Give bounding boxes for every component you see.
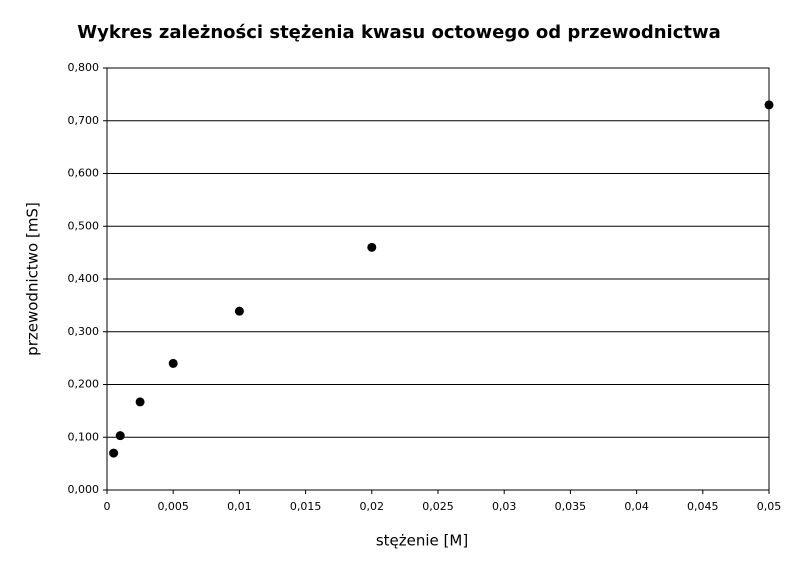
- point: [135, 397, 145, 407]
- y-tick-label: 0,200: [68, 378, 100, 391]
- y-tick-label: 0,800: [68, 61, 100, 74]
- x-tick-label: 0,015: [290, 500, 322, 513]
- y-tick-label: 0,300: [68, 325, 100, 338]
- x-tick-label: 0,005: [157, 500, 189, 513]
- x-tick-label: 0: [104, 500, 111, 513]
- y-tick-label: 0,600: [68, 167, 100, 180]
- y-tick-label: 0,000: [68, 483, 100, 496]
- y-axis-label: przewodnictwo [mS]: [24, 202, 42, 356]
- point: [115, 431, 125, 441]
- x-axis-label: stężenie [M]: [376, 532, 468, 550]
- y-tick-label: 0,500: [68, 219, 100, 232]
- y-tick-label: 0,100: [68, 430, 100, 443]
- x-tick-label: 0,02: [360, 500, 385, 513]
- chart-title: Wykres zależności stężenia kwasu octoweg…: [77, 22, 721, 43]
- y-tick-label: 0,400: [68, 272, 100, 285]
- point: [168, 358, 178, 368]
- x-tick-label: 0,05: [757, 500, 782, 513]
- x-tick-label: 0,03: [492, 500, 517, 513]
- x-tick-label: 0,035: [555, 500, 587, 513]
- x-tick-label: 0,04: [624, 500, 649, 513]
- x-tick-label: 0,025: [422, 500, 454, 513]
- point: [764, 100, 774, 110]
- point: [367, 242, 377, 252]
- y-tick-label: 0,700: [68, 114, 100, 127]
- x-tick-label: 0,045: [687, 500, 719, 513]
- point: [234, 306, 244, 316]
- point: [109, 448, 119, 458]
- x-tick-label: 0,01: [227, 500, 252, 513]
